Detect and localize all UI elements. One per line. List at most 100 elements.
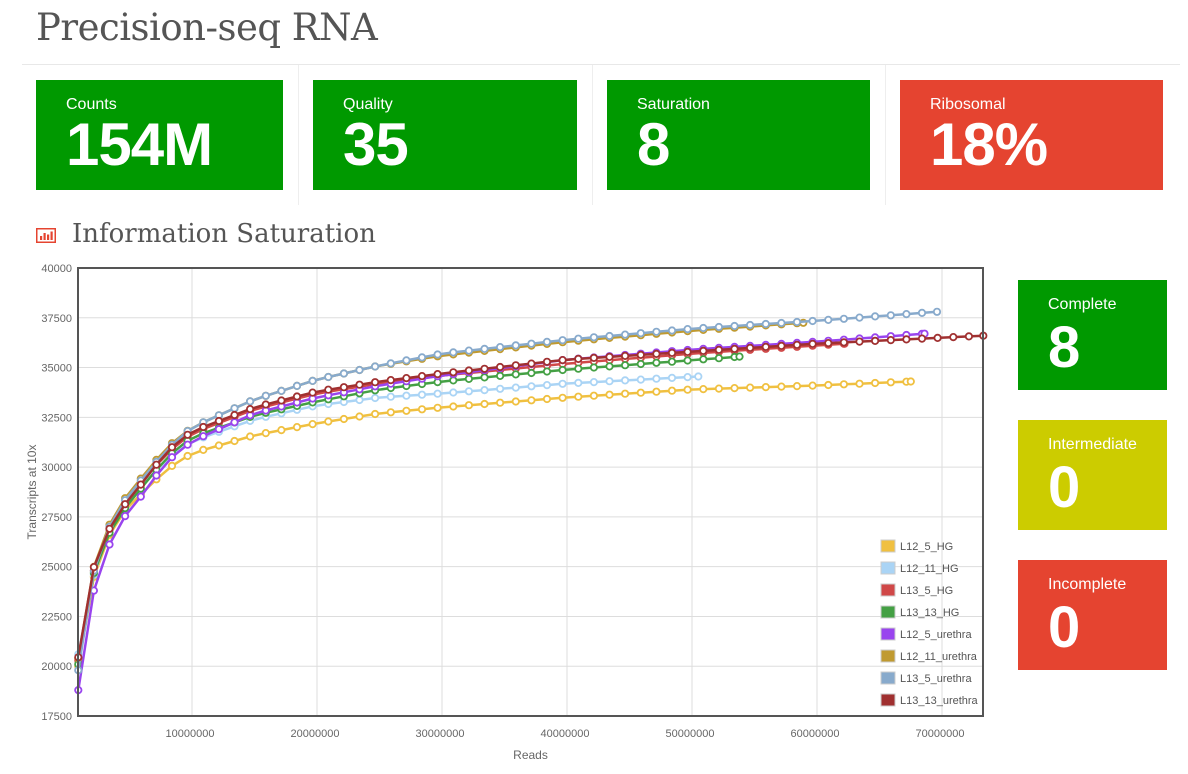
data-point xyxy=(433,350,442,359)
data-point xyxy=(855,313,864,322)
data-point xyxy=(355,395,364,405)
data-point xyxy=(558,379,567,388)
data-point xyxy=(808,339,817,349)
data-point xyxy=(183,430,192,439)
x-tick-label: 40000000 xyxy=(541,728,590,740)
data-point xyxy=(308,388,317,397)
legend-item[interactable]: L12_5_urethra xyxy=(880,627,972,641)
data-point xyxy=(574,392,583,401)
data-point xyxy=(246,432,255,441)
column-divider xyxy=(885,65,886,205)
stat-label: Ribosomal xyxy=(930,96,1006,113)
stat-tile-ribosomal: Ribosomal 18% xyxy=(900,80,1163,190)
data-point xyxy=(652,374,661,383)
legend-item[interactable]: L13_5_urethra xyxy=(880,671,972,685)
data-point xyxy=(870,378,880,388)
data-point xyxy=(620,351,630,361)
data-point xyxy=(495,362,505,372)
legend-item[interactable]: L12_5_HG xyxy=(880,539,953,553)
data-point xyxy=(261,429,270,438)
data-point xyxy=(292,381,302,390)
data-point xyxy=(574,378,583,388)
stat-tile-quality: Quality 35 xyxy=(313,80,577,190)
data-point xyxy=(230,404,239,413)
legend-item[interactable]: L13_13_HG xyxy=(880,605,959,619)
data-point xyxy=(230,410,239,420)
data-point xyxy=(402,374,411,383)
data-point xyxy=(714,384,724,393)
data-point xyxy=(745,383,755,392)
data-point xyxy=(261,391,270,400)
plot-frame xyxy=(77,267,984,717)
data-point xyxy=(683,356,692,365)
data-point xyxy=(792,340,802,350)
data-point xyxy=(605,352,614,362)
data-point xyxy=(355,365,364,375)
status-label: Complete xyxy=(1048,296,1117,313)
data-point xyxy=(355,412,364,421)
legend-label: L12_5_HG xyxy=(900,541,953,553)
data-point xyxy=(902,335,911,344)
stat-value: 154M xyxy=(66,111,213,178)
data-point xyxy=(745,343,755,353)
data-point xyxy=(714,354,724,363)
data-point xyxy=(339,414,348,424)
legend-item[interactable]: L13_5_HG xyxy=(880,583,953,597)
data-point xyxy=(558,356,567,365)
legend-label: L13_5_urethra xyxy=(900,673,972,685)
data-point xyxy=(620,376,630,385)
y-tick-label: 35000 xyxy=(41,363,72,375)
stat-value: 35 xyxy=(343,111,409,178)
data-point xyxy=(558,365,567,375)
column-divider xyxy=(592,65,593,205)
data-point xyxy=(449,368,458,377)
legend-item[interactable]: L12_11_HG xyxy=(880,561,959,575)
series-L13_13_urethra xyxy=(74,331,988,662)
status-label: Intermediate xyxy=(1048,436,1137,453)
data-point xyxy=(808,381,817,390)
data-point xyxy=(277,396,286,405)
data-point xyxy=(589,391,599,400)
data-point xyxy=(777,382,786,391)
data-point xyxy=(870,312,880,321)
data-point xyxy=(121,500,130,509)
y-tick-label: 20000 xyxy=(41,661,72,673)
data-point xyxy=(839,338,849,347)
data-point xyxy=(906,377,915,386)
data-point xyxy=(339,383,348,392)
data-point xyxy=(542,337,552,347)
legend-item[interactable]: L12_11_urethra xyxy=(880,649,978,663)
data-point xyxy=(667,326,677,335)
data-point xyxy=(917,308,927,318)
x-axis-ticks: 10000000 20000000 30000000 40000000 50000000… xyxy=(166,728,965,740)
data-point xyxy=(449,388,458,397)
data-point xyxy=(667,386,677,395)
data-point xyxy=(292,423,302,432)
data-point xyxy=(964,332,974,341)
data-point xyxy=(777,318,786,328)
data-point xyxy=(89,562,99,572)
data-point xyxy=(402,391,411,400)
data-point xyxy=(527,368,536,378)
legend-item[interactable]: L13_13_urethra xyxy=(880,693,979,707)
data-point xyxy=(386,392,395,401)
legend-label: L12_5_urethra xyxy=(900,629,972,641)
data-point xyxy=(636,350,645,360)
legend-swatch xyxy=(880,561,896,575)
data-point xyxy=(558,336,567,345)
data-point xyxy=(105,540,114,549)
data-point xyxy=(824,339,833,348)
data-point xyxy=(480,386,489,395)
data-point xyxy=(808,316,817,326)
data-point xyxy=(917,334,927,343)
data-point xyxy=(464,366,473,375)
data-point xyxy=(699,355,708,364)
data-point xyxy=(735,352,744,361)
data-point xyxy=(761,319,770,329)
data-point xyxy=(902,309,911,319)
data-point xyxy=(636,329,645,338)
x-tick-label: 70000000 xyxy=(916,728,965,740)
data-point xyxy=(261,400,270,409)
data-point xyxy=(511,370,520,379)
data-point xyxy=(464,346,473,355)
